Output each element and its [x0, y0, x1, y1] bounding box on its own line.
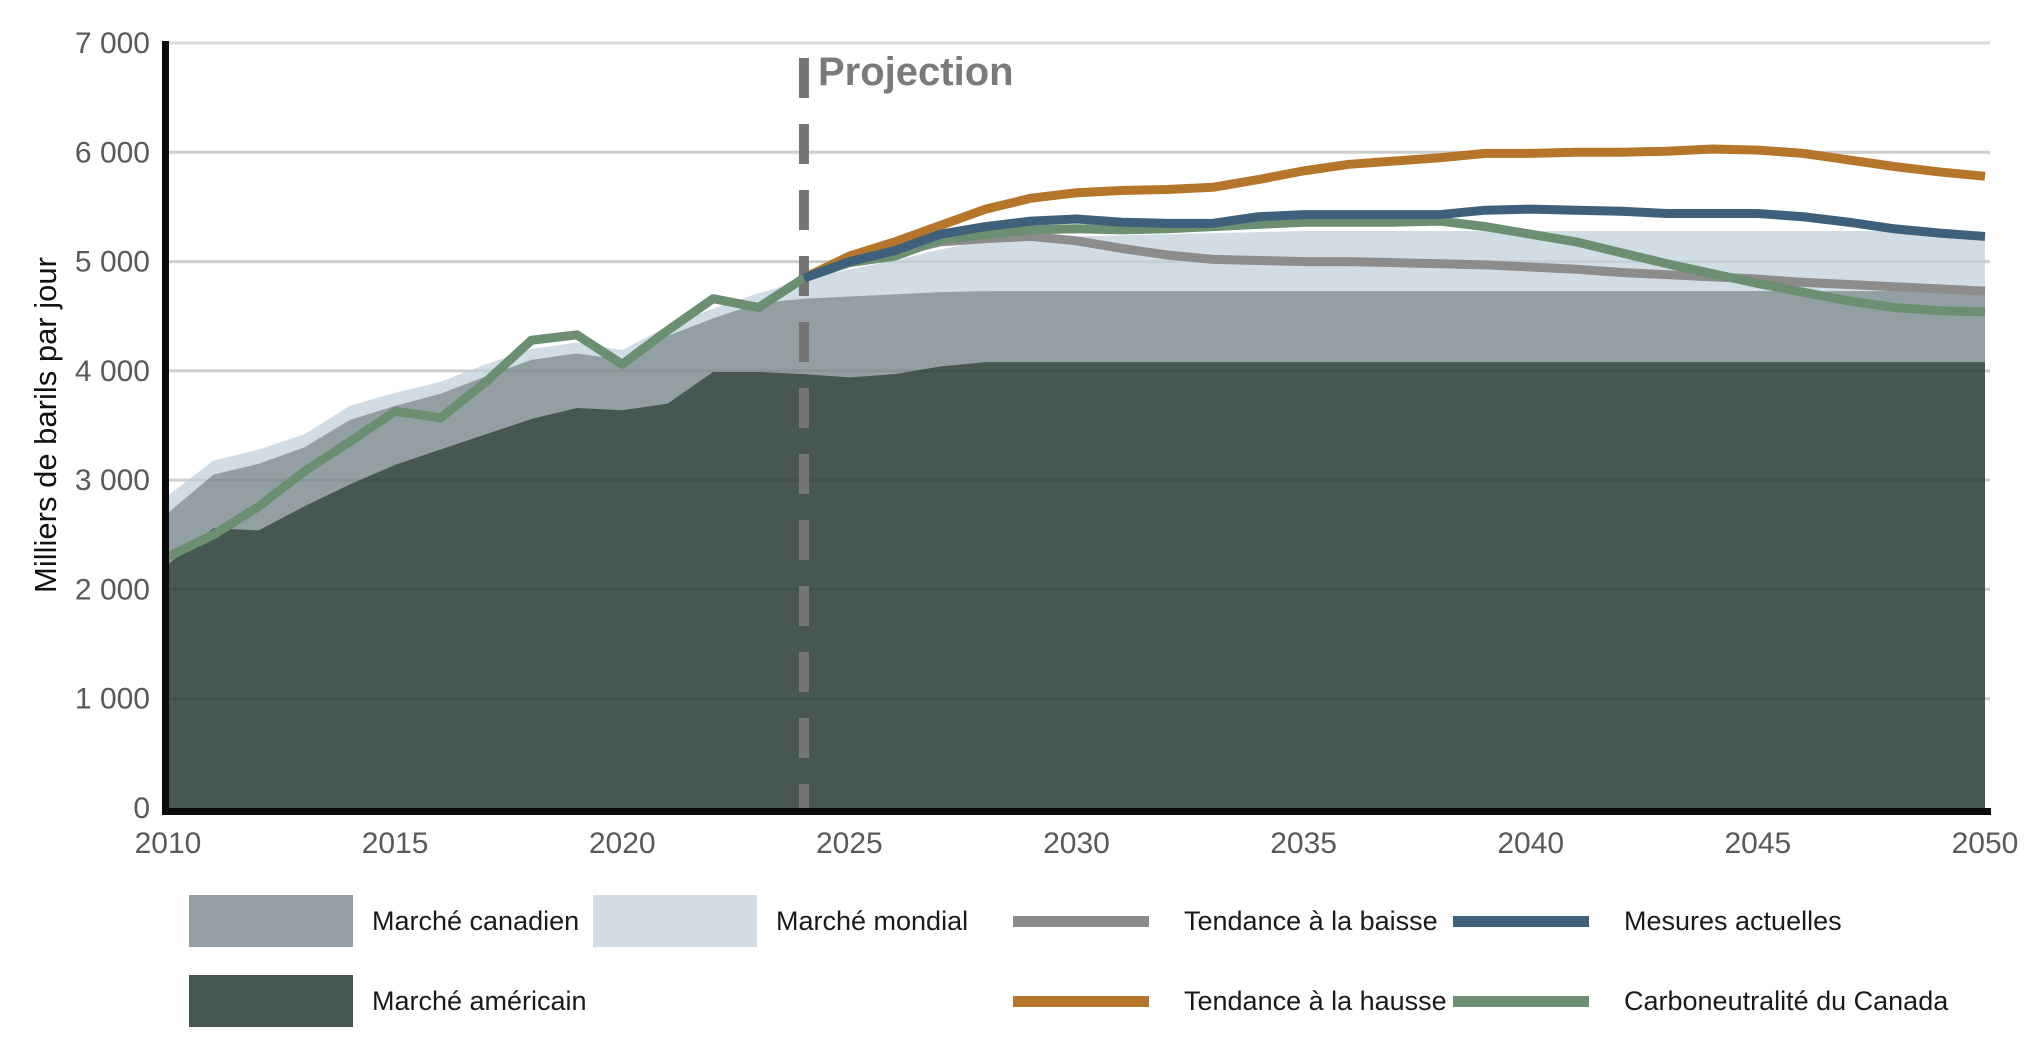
svg-text:2045: 2045: [1725, 827, 1792, 860]
mesures-actuelles-swatch: [1453, 915, 1589, 927]
svg-text:2 000: 2 000: [75, 573, 150, 606]
svg-text:7 000: 7 000: [75, 27, 150, 60]
x-axis-line: [162, 808, 1991, 815]
y-tick-labels: 0 1 000 2 000 3 000 4 000 5 000 6 000 7 000: [75, 27, 150, 825]
line-carboneutralite: [166, 216, 1986, 561]
legend-item-tendance-baisse: Tendance à la baisse: [1013, 895, 1438, 947]
legend-label: Tendance à la hausse: [1184, 985, 1447, 1016]
y-axis-line: [162, 41, 169, 815]
svg-text:3 000: 3 000: [75, 464, 150, 497]
svg-text:2035: 2035: [1270, 827, 1337, 860]
legend-item-carboneutralite: Carboneutralité du Canada: [1453, 975, 1948, 1027]
legend-label: Marché mondial: [776, 905, 969, 936]
svg-text:6 000: 6 000: [75, 136, 150, 169]
area-marche-americain: [168, 362, 1985, 808]
legend-label: Tendance à la baisse: [1184, 905, 1438, 936]
legend-label: Marché canadien: [372, 905, 580, 936]
svg-text:1 000: 1 000: [75, 683, 150, 716]
svg-text:0: 0: [133, 792, 150, 825]
carboneutralite-swatch: [1453, 995, 1589, 1007]
svg-text:4 000: 4 000: [75, 355, 150, 388]
chart-svg: 0 1 000 2 000 3 000 4 000 5 000 6 000 7 000 2010…: [75, 27, 2019, 860]
marche-mondial-swatch: [593, 895, 757, 947]
projection-label: Projection: [818, 50, 1014, 94]
svg-text:2015: 2015: [362, 827, 429, 860]
marche-canadien-swatch: [189, 895, 353, 947]
svg-text:2020: 2020: [589, 827, 656, 860]
legend-label: Mesures actuelles: [1624, 905, 1842, 936]
tendance-hausse-swatch: [1013, 995, 1149, 1007]
line-tendance-baisse: [802, 231, 1986, 296]
svg-text:2050: 2050: [1952, 827, 2019, 860]
legend-item-marche-canadien: Marché canadien: [189, 895, 579, 947]
legend-label: Marché américain: [372, 985, 587, 1016]
svg-text:5 000: 5 000: [75, 246, 150, 279]
marche-americain-swatch: [189, 975, 353, 1027]
tendance-baisse-swatch: [1013, 915, 1149, 927]
legend-item-marche-americain: Marché américain: [189, 975, 587, 1027]
line-mesures-actuelles: [802, 204, 1986, 283]
x-tick-labels: 2010 2015 2020 2025 2030 2035 2040 2045 2050: [135, 827, 2019, 860]
svg-text:2010: 2010: [135, 827, 202, 860]
legend-item-mesures-actuelles: Mesures actuelles: [1453, 895, 1842, 947]
y-axis-title: Milliers de barils par jour: [28, 257, 63, 593]
svg-text:2030: 2030: [1043, 827, 1110, 860]
svg-text:2025: 2025: [816, 827, 883, 860]
legend-item-marche-mondial: Marché mondial: [593, 895, 968, 947]
line-tendance-hausse: [801, 144, 1986, 283]
legend-item-tendance-hausse: Tendance à la hausse: [1013, 975, 1447, 1027]
legend-label: Carboneutralité du Canada: [1624, 985, 1949, 1016]
svg-text:2040: 2040: [1497, 827, 1564, 860]
